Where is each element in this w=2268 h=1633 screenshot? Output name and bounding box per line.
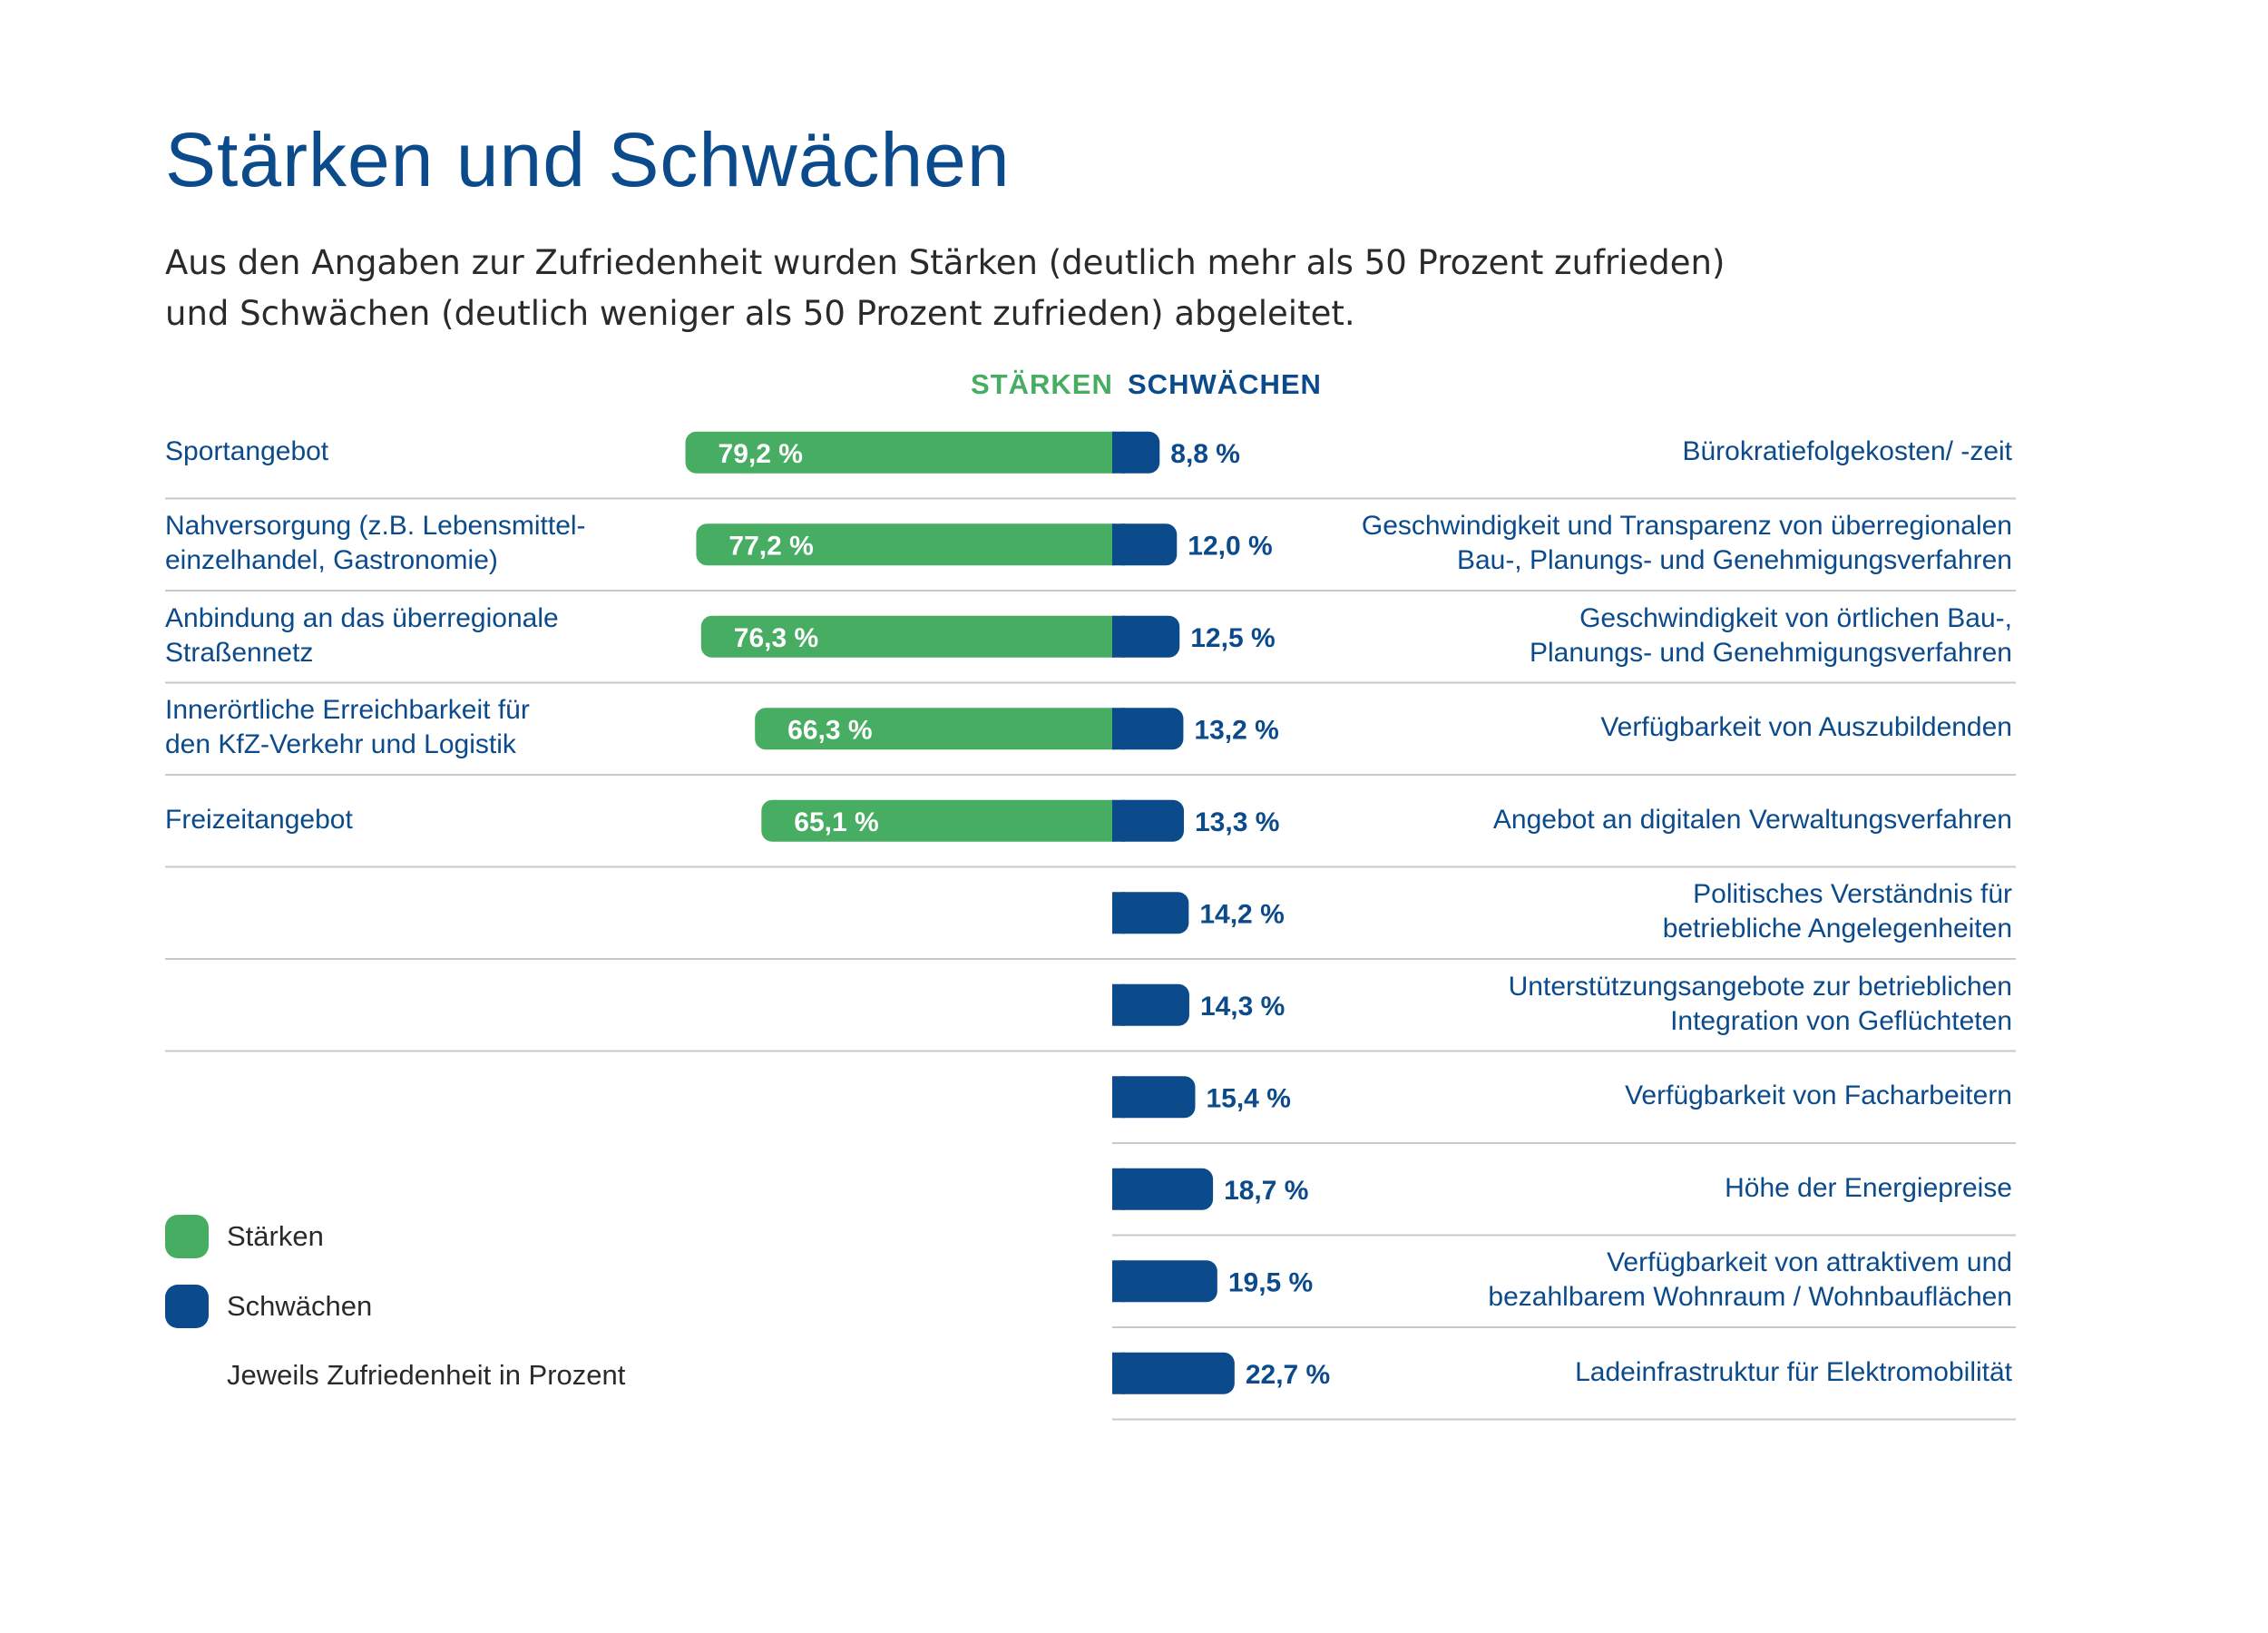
- weakness-bar: [1112, 615, 1180, 658]
- weakness-category-label-line: Bau-, Planungs- und Genehmigungsverfahre…: [1456, 545, 2012, 576]
- strength-category-label-line: Anbindung an das überregionale: [165, 602, 559, 633]
- legend-label-weaknesses: Schwächen: [227, 1290, 373, 1322]
- page-title: Stärken und Schwächen: [165, 117, 1011, 202]
- strength-value-label: 77,2 %: [728, 531, 813, 561]
- weakness-category-label-line: Angebot an digitalen Verwaltungsverfahre…: [1492, 804, 2012, 835]
- weakness-category-label-line: bezahlbarem Wohnraum / Wohnbauflächen: [1488, 1282, 2012, 1313]
- strength-category-label: Anbindung an das überregionale Straßennet…: [165, 601, 673, 670]
- strength-bar: [696, 523, 1125, 566]
- weakness-category-label-line: Politisches Verständnis für: [1693, 879, 2012, 910]
- weakness-value-label: 22,7 %: [1246, 1360, 1330, 1390]
- strength-category-label-line: Nahversorgung (z.B. Lebensmittel-: [165, 511, 586, 542]
- subtitle: Aus den Angaben zur Zufriedenheit wurden…: [165, 238, 1725, 339]
- weakness-bar: [1112, 523, 1178, 566]
- strength-bar: [755, 708, 1125, 750]
- weakness-bar: [1112, 1260, 1217, 1303]
- weakness-bar-cap: [1112, 708, 1125, 750]
- weakness-value-label: 12,0 %: [1188, 531, 1272, 561]
- weakness-category-label-line: Unterstützungsangebote zur betrieblichen: [1508, 971, 2012, 1002]
- weakness-category-label: Geschwindigkeit und Transparenz von über…: [1196, 509, 2012, 578]
- legend-label-strengths: Stärken: [227, 1220, 324, 1252]
- weaknesses-column-header: SCHWÄCHEN: [1128, 368, 1322, 400]
- weakness-category-label-line: Integration von Geflüchteten: [1670, 1005, 2012, 1036]
- weakness-category-label: Ladeinfrastruktur für Elektromobilität: [1196, 1355, 2012, 1390]
- subtitle-line: und Schwächen (deutlich weniger als 50 P…: [165, 294, 1355, 333]
- weakness-bar: [1112, 1168, 1214, 1210]
- weakness-bar-cap: [1112, 1260, 1125, 1303]
- weakness-category-label: Höhe der Energiepreise: [1196, 1171, 2012, 1206]
- weakness-value-label: 19,5 %: [1228, 1267, 1313, 1297]
- weakness-value-label: 13,3 %: [1195, 807, 1279, 837]
- weakness-bar-cap: [1112, 523, 1125, 566]
- strength-value-label: 65,1 %: [794, 807, 878, 837]
- weakness-bar-cap: [1112, 431, 1125, 474]
- weakness-value-label: 14,3 %: [1200, 992, 1285, 1022]
- legend-note-text: Jeweils Zufriedenheit in Prozent: [227, 1359, 626, 1391]
- weakness-value-label: 14,2 %: [1199, 899, 1284, 929]
- weakness-bar-cap: [1112, 615, 1125, 658]
- weakness-bar: [1112, 708, 1184, 750]
- strength-value-label: 76,3 %: [734, 623, 818, 653]
- strength-bar: [761, 799, 1125, 842]
- weakness-category-label-line: Verfügbarkeit von attraktivem und: [1607, 1247, 2012, 1278]
- weakness-bar: [1112, 892, 1189, 934]
- weakness-category-label: Verfügbarkeit von attraktivem und bezahlb…: [1196, 1246, 2012, 1315]
- weakness-category-label: Politisches Verständnis für betriebliche …: [1196, 877, 2012, 946]
- weakness-bar: [1112, 1352, 1235, 1394]
- subtitle-line: Aus den Angaben zur Zufriedenheit wurden…: [165, 243, 1725, 282]
- weakness-value-label: 15,4 %: [1206, 1083, 1290, 1113]
- weakness-value-label: 13,2 %: [1194, 715, 1278, 745]
- weakness-category-label: Bürokratiefolgekosten/ -zeit: [1196, 435, 2012, 469]
- weakness-category-label-line: Geschwindigkeit und Transparenz von über…: [1361, 511, 2012, 542]
- weakness-value-label: 8,8 %: [1170, 439, 1240, 469]
- weakness-category-label-line: Verfügbarkeit von Auszubildenden: [1600, 712, 2012, 743]
- weakness-bar: [1112, 983, 1189, 1026]
- weakness-category-label: Verfügbarkeit von Facharbeitern: [1196, 1079, 2012, 1113]
- weakness-category-label: Verfügbarkeit von Auszubildenden: [1196, 710, 2012, 745]
- strength-category-label-line: Freizeitangebot: [165, 804, 353, 835]
- strength-category-label-line: einzelhandel, Gastronomie): [165, 545, 498, 576]
- weakness-bar-cap: [1112, 1076, 1125, 1119]
- weakness-category-label-line: Ladeinfrastruktur für Elektromobilität: [1575, 1356, 2012, 1387]
- weakness-category-label-line: Verfügbarkeit von Facharbeitern: [1625, 1081, 2012, 1111]
- weakness-bar-cap: [1112, 892, 1125, 934]
- weakness-bar-cap: [1112, 1168, 1125, 1210]
- strength-category-label: Innerörtliche Erreichbarkeit für den KfZ-…: [165, 693, 673, 762]
- strength-category-label-line: den KfZ-Verkehr und Logistik: [165, 729, 516, 760]
- weakness-category-label: Angebot an digitalen Verwaltungsverfahre…: [1196, 803, 2012, 837]
- weakness-bar-cap: [1112, 983, 1125, 1026]
- strength-category-label: Freizeitangebot: [165, 803, 673, 837]
- weakness-category-label-line: Höhe der Energiepreise: [1725, 1172, 2012, 1203]
- strength-category-label-line: Sportangebot: [165, 435, 329, 466]
- weakness-bar: [1112, 1076, 1196, 1119]
- strength-bar: [685, 431, 1125, 474]
- weakness-value-label: 12,5 %: [1190, 623, 1275, 653]
- weakness-bar-cap: [1112, 1352, 1125, 1394]
- strengths-column-header: STÄRKEN: [971, 368, 1113, 400]
- weakness-category-label-line: Bürokratiefolgekosten/ -zeit: [1682, 435, 2012, 466]
- weakness-category-label: Geschwindigkeit von örtlichen Bau-, Planu…: [1196, 601, 2012, 670]
- legend-swatch-weaknesses: [165, 1285, 209, 1328]
- weakness-category-label-line: Planungs- und Genehmigungsverfahren: [1529, 637, 2012, 668]
- weakness-category-label-line: betriebliche Angelegenheiten: [1662, 914, 2012, 944]
- weakness-bar-cap: [1112, 799, 1125, 842]
- weakness-category-label: Unterstützungsangebote zur betrieblichen…: [1196, 970, 2012, 1039]
- strength-value-label: 66,3 %: [787, 715, 872, 745]
- weakness-bar: [1112, 799, 1185, 842]
- weakness-category-label-line: Geschwindigkeit von örtlichen Bau-,: [1579, 602, 2012, 633]
- strength-value-label: 79,2 %: [719, 439, 803, 469]
- strength-category-label-line: Straßennetz: [165, 637, 314, 668]
- strength-category-label: Sportangebot: [165, 435, 673, 469]
- strength-bar: [700, 615, 1125, 658]
- strength-category-label: Nahversorgung (z.B. Lebensmittel-einzelh…: [165, 509, 673, 578]
- weakness-value-label: 18,7 %: [1224, 1176, 1308, 1206]
- strength-category-label-line: Innerörtliche Erreichbarkeit für: [165, 695, 530, 726]
- legend-swatch-strengths: [165, 1215, 209, 1258]
